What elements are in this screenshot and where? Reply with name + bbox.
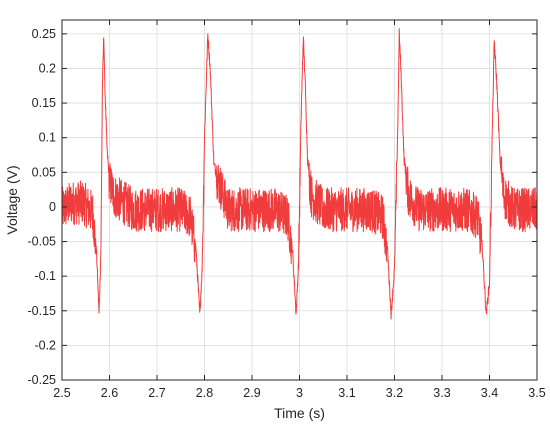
y-tick-label: 0	[49, 200, 56, 214]
x-tick-label: 2.5	[53, 386, 70, 400]
x-tick-label: 2.9	[243, 386, 260, 400]
x-tick-label: 2.8	[196, 386, 213, 400]
y-tick-label: 0.05	[32, 165, 56, 179]
y-tick-label: -0.15	[28, 304, 57, 318]
x-tick-label: 3.1	[338, 386, 355, 400]
x-tick-label: 2.6	[101, 386, 118, 400]
ticks: 2.5 2.6 2.7 2.8 2.9 3 3.1 3.2 3.3 3.4 3.5 -0.25 -0.2…	[28, 20, 546, 400]
voltage-series-line	[62, 28, 537, 320]
x-tick-label: 3	[296, 386, 303, 400]
y-tick-label: 0.2	[39, 61, 56, 75]
y-tick-label: -0.1	[34, 269, 56, 283]
y-tick-label: -0.05	[28, 235, 57, 249]
x-tick-label: 3.3	[433, 386, 450, 400]
x-tick-label: 3.2	[386, 386, 403, 400]
x-tick-label: 2.7	[148, 386, 165, 400]
x-tick-label: 3.5	[528, 386, 545, 400]
y-tick-label: 0.25	[32, 27, 56, 41]
x-axis-label: Time (s)	[274, 405, 325, 421]
y-tick-label: 0.1	[39, 131, 56, 145]
y-tick-label: -0.2	[34, 338, 56, 352]
x-tick-label: 3.4	[481, 386, 498, 400]
series-layer	[62, 28, 537, 320]
y-tick-label: 0.15	[32, 96, 56, 110]
y-axis-label: Voltage (V)	[4, 165, 20, 234]
y-tick-label: -0.25	[28, 373, 57, 387]
